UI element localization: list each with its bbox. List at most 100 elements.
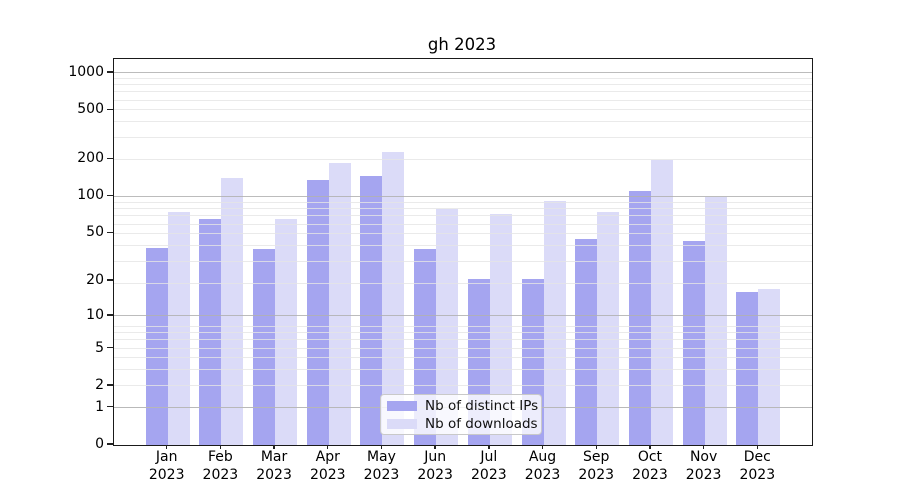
y-axis-tick-mark [107,231,113,233]
y-axis-tick-mark [107,108,113,110]
gridline-minor [114,384,812,386]
plot-area: Nb of distinct IPs Nb of downloads [113,58,813,446]
legend-swatch-downloads [387,418,417,429]
legend-item: Nb of distinct IPs [387,397,539,414]
gridline-minor [114,121,812,123]
y-axis-tick-label: 500 [77,101,104,118]
bar-distinct-ips [628,191,651,445]
bar-distinct-ips [360,176,383,445]
y-axis-tick-label: 20 [86,272,104,289]
x-axis-tick-mark [488,445,490,449]
y-axis-tick-label: 10 [86,306,104,323]
x-axis-tick-mark [541,445,544,449]
y-axis-tick-mark [107,194,113,197]
chart-title: gh 2023 [427,35,497,54]
x-axis-tick-mark [595,445,597,449]
y-axis-tick-label: 0 [95,436,104,452]
bar-downloads [597,211,620,445]
bar-downloads [328,163,351,445]
x-axis-tick-label: Feb 2023 [202,449,239,483]
y-axis-tick-mark [107,384,113,386]
bar-downloads [543,200,566,445]
x-axis-tick-mark [434,445,436,449]
gridline-minor [114,223,812,225]
x-axis-tick-mark [273,445,275,449]
x-axis-tick-label: Mar 2023 [256,449,292,483]
y-axis-tick-label: 5 [95,339,104,356]
x-axis-tick-label: Apr 2023 [309,449,346,483]
bar-downloads [221,178,244,445]
y-axis-tick-label: 2 [95,376,104,393]
gridline-major [114,195,812,197]
gridline-minor [114,91,812,93]
bar-distinct-ips [306,179,329,445]
x-axis-tick-mark [165,445,168,449]
gridline-minor [114,245,812,247]
y-axis-tick-label: 1 [95,398,104,415]
legend: Nb of distinct IPs Nb of downloads [380,394,542,435]
gridline-minor [114,158,812,160]
gridline-major [114,314,812,316]
y-axis-tick-label: 200 [77,150,104,167]
x-axis-tick-label: Jun 2023 [417,449,453,483]
x-axis-tick-label: Dec 2023 [739,449,776,483]
gridline-minor [114,215,812,217]
bar-downloads [382,151,405,445]
gridline-minor [114,339,812,341]
y-axis-tick-mark [107,279,113,281]
x-axis-tick-mark [649,445,651,449]
y-axis-tick-label: 1000 [68,63,104,80]
gridline-minor [114,109,812,111]
x-axis-tick-label: Sep 2023 [578,449,615,483]
bar-downloads [758,289,781,445]
gridline-minor [114,84,812,85]
gridline-minor [114,77,812,79]
bar-downloads [650,159,673,445]
y-axis-tick-mark [107,157,113,160]
x-axis-tick-label: Nov 2023 [685,449,722,483]
y-axis-tick-mark [107,314,113,316]
gridline-minor [114,233,812,235]
bar-downloads [436,209,459,445]
gridline-minor [114,369,812,371]
gridline-minor [114,260,812,262]
y-axis-tick-label: 100 [77,187,104,204]
y-axis-tick-label: 50 [86,224,104,241]
legend-item: Nb of downloads [387,415,538,432]
x-axis-tick-label: Jan 2023 [148,449,185,483]
gridline-minor [114,136,812,138]
bar-downloads [489,214,512,445]
bar-distinct-ips [253,249,276,445]
x-axis-tick-label: May 2023 [363,449,400,483]
y-axis-tick-mark [107,405,113,408]
legend-swatch-distinct-ips [387,400,417,411]
gridline-minor [114,347,812,349]
y-axis-tick-mark [107,443,113,445]
x-axis-tick-mark [756,445,758,449]
gridline-minor [114,208,812,209]
legend-label: Nb of distinct IPs [425,397,539,414]
x-axis-tick-mark [702,445,705,449]
x-axis-tick-label: Aug 2023 [524,449,561,483]
y-axis-tick-mark [107,71,113,73]
bar-downloads [167,211,190,445]
bar-distinct-ips [145,247,168,445]
gridline-minor [114,325,812,327]
legend-label: Nb of downloads [425,415,538,432]
y-axis-tick-mark [107,346,113,349]
gridline-minor [114,99,812,101]
gridline-minor [114,332,812,333]
x-axis-tick-mark [327,445,329,449]
bar-distinct-ips [575,238,598,445]
gridline-major [114,72,812,73]
gridline-minor [114,357,812,359]
bar-distinct-ips [682,241,705,445]
gridline-minor [114,201,812,203]
x-axis-tick-mark [219,445,222,449]
gridline-minor [114,282,812,284]
x-axis-tick-mark [380,445,383,449]
x-axis-tick-label: Jul 2023 [471,449,507,483]
bar-downloads [704,197,727,445]
bar-distinct-ips [199,218,222,445]
